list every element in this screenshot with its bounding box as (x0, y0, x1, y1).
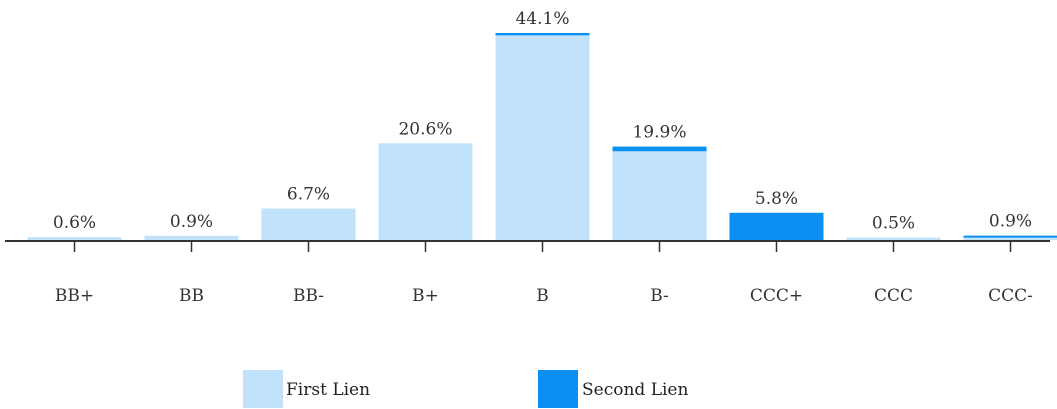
legend-swatch-first-lien (243, 370, 283, 408)
x-tick-label-bb-plus: BB+ (55, 286, 94, 306)
bar-second-lien-b-minus (612, 146, 707, 152)
value-label-bb: 0.9% (170, 212, 213, 232)
x-tick-label-ccc-minus: CCC- (988, 286, 1033, 306)
bar-first-lien-b (495, 35, 590, 240)
x-tick-label-ccc-plus: CCC+ (750, 286, 803, 306)
value-labels-group: 0.6% 0.9% 6.7% 20.6% 44.1% 19.9% 5.8% 0.5% 0.9% (53, 9, 1032, 234)
bar-second-lien-ccc-minus (963, 235, 1057, 238)
legend-label-second-lien: Second Lien (582, 380, 688, 400)
legend: First Lien Second Lien (243, 370, 688, 408)
value-label-ccc-plus: 5.8% (755, 189, 798, 209)
bar-second-lien-ccc-plus (729, 212, 824, 240)
x-tick-label-bb-minus: BB- (293, 286, 324, 306)
x-tick-label-ccc: CCC (874, 286, 913, 306)
x-tick-label-b-plus: B+ (412, 286, 439, 306)
legend-swatch-second-lien (538, 370, 578, 408)
value-label-ccc: 0.5% (872, 214, 915, 234)
bar-first-lien-ccc (846, 237, 941, 240)
value-label-bb-minus: 6.7% (287, 185, 330, 205)
value-label-bb-plus: 0.6% (53, 213, 96, 233)
x-axis-ticks-group (73, 241, 1012, 252)
bar-first-lien-ccc-minus (963, 237, 1057, 240)
value-label-b-plus: 20.6% (398, 119, 452, 139)
bar-second-lien-b (495, 33, 590, 36)
x-tick-labels-group: BB+ BB BB- B+ B B- CCC+ CCC CCC- (55, 286, 1033, 306)
bar-first-lien-bb-plus (27, 237, 122, 240)
x-tick-label-b: B (536, 286, 549, 306)
bar-first-lien-bb (144, 235, 239, 240)
bar-first-lien-bb-minus (261, 208, 356, 240)
bar-first-lien-b-plus (378, 143, 473, 240)
value-label-ccc-minus: 0.9% (989, 212, 1032, 232)
x-tick-label-b-minus: B- (650, 286, 669, 306)
value-label-b-minus: 19.9% (632, 123, 686, 143)
x-tick-label-bb: BB (179, 286, 204, 306)
value-label-b: 44.1% (515, 9, 569, 29)
bars-group (27, 33, 1057, 240)
bar-first-lien-b-minus (612, 151, 707, 240)
legend-label-first-lien: First Lien (286, 380, 370, 400)
